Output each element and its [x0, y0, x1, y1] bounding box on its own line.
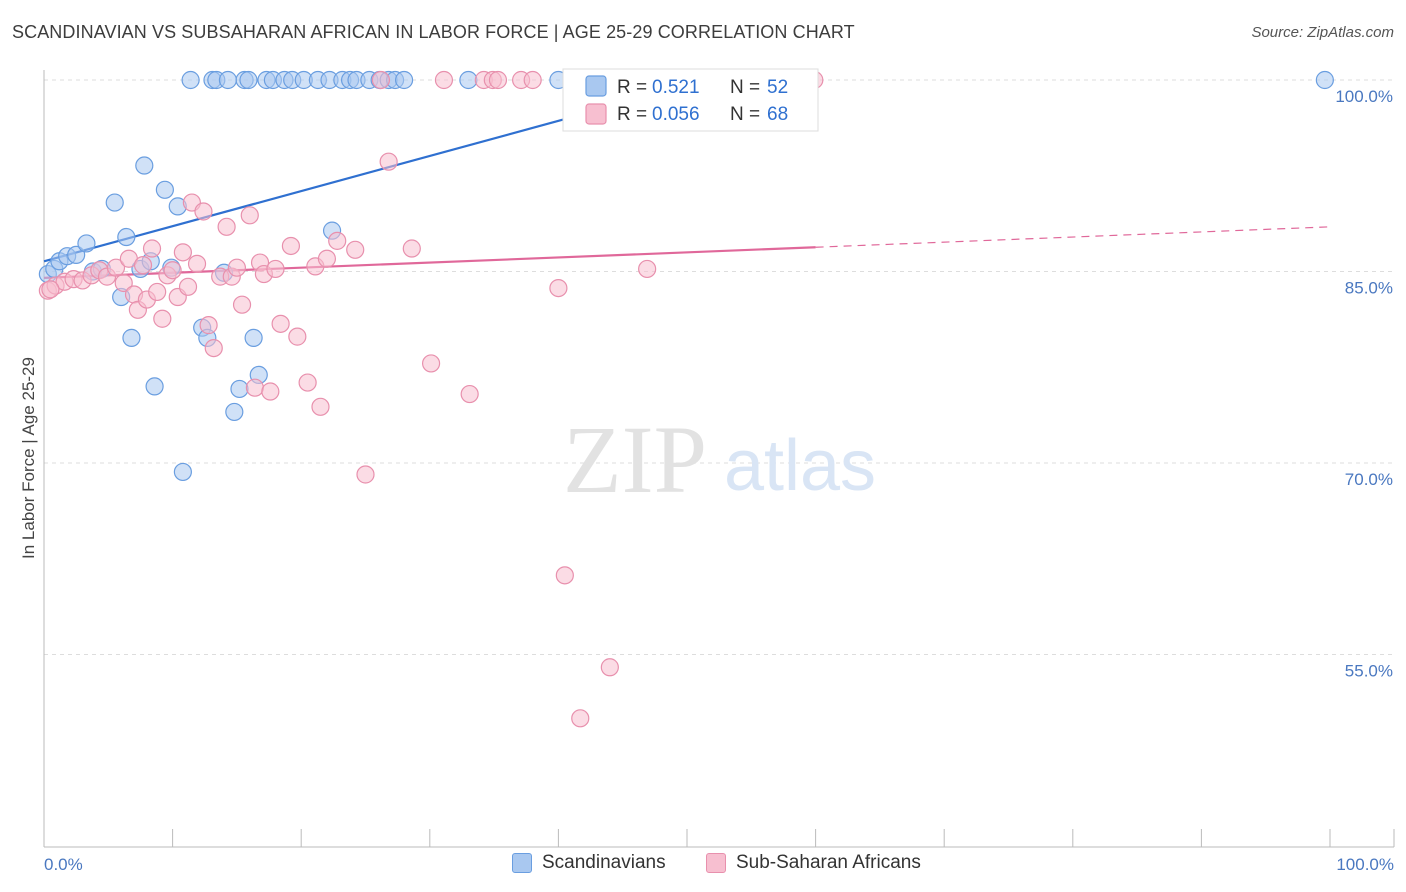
subsaharan-point	[227, 258, 246, 277]
subsaharan-point	[638, 259, 657, 279]
legend-item-scandinavians: Scandinavians	[512, 852, 666, 874]
scandinavian-point	[459, 70, 478, 90]
y-tick-label: 55.0%	[1345, 662, 1393, 681]
scandinavian-point	[1315, 70, 1334, 90]
scandinavian-point	[105, 193, 124, 212]
subsaharan-point	[488, 70, 508, 90]
subsaharan-point	[271, 314, 290, 333]
y-tick-labels: 55.0% 70.0% 85.0% 100.0%	[1335, 87, 1393, 681]
x-tick-label-min: 0.0%	[44, 855, 83, 874]
scandinavian-point	[239, 70, 258, 90]
subsaharan-point	[434, 70, 454, 90]
legend-swatch-subsaharan	[706, 853, 726, 873]
subsaharan-point	[346, 240, 365, 259]
subsaharan-point	[194, 202, 213, 221]
subsaharan-point	[266, 259, 285, 279]
y-tick-label: 100.0%	[1335, 87, 1393, 106]
watermark-zip: ZIP	[563, 406, 707, 513]
legend-swatch-pink	[585, 103, 607, 125]
scandinavian-point	[122, 328, 141, 347]
subsaharan-point	[153, 309, 172, 328]
subsaharan-point	[317, 249, 337, 268]
scandinavian-point	[225, 402, 244, 422]
scandinavian-point	[394, 70, 414, 90]
legend-r-label-1: R =	[617, 77, 647, 98]
subsaharan-point	[204, 339, 223, 358]
scandinavian-point	[145, 377, 164, 396]
subsaharan-point	[356, 465, 375, 484]
scandinavian-point	[67, 245, 86, 265]
subsaharan-point	[178, 277, 198, 296]
legend-item-subsaharan: Sub-Saharan Africans	[706, 852, 921, 874]
subsaharan-point	[217, 217, 236, 236]
subsaharan-point	[187, 254, 207, 273]
series-legend: Scandinavians Sub-Saharan Africans	[0, 852, 1406, 878]
legend-r-label-2: R =	[617, 104, 647, 125]
subsaharan-point	[114, 273, 133, 293]
subsaharan-point	[232, 295, 252, 314]
legend-n-label-1: N =	[730, 77, 760, 98]
x-tick-label-max: 100.0%	[1336, 855, 1394, 874]
subsaharan-point	[163, 261, 182, 280]
subsaharan-point	[298, 373, 317, 392]
subsaharan-point	[245, 378, 265, 397]
scandinavian-point	[218, 70, 237, 90]
chart-title: SCANDINAVIAN VS SUBSAHARAN AFRICAN IN LA…	[12, 22, 855, 42]
subsaharan-point	[173, 243, 192, 262]
scandinavian-point	[155, 180, 174, 199]
subsaharan-point	[311, 397, 330, 416]
y-tick-label: 70.0%	[1345, 470, 1393, 489]
subsaharan-point	[133, 256, 153, 275]
subsaharan-point	[106, 258, 126, 277]
subsaharan-point	[142, 239, 162, 258]
subsaharan-trend-line-extension	[815, 226, 1331, 248]
scandinavian-point	[230, 379, 249, 399]
subsaharan-point	[199, 316, 218, 335]
subsaharan-point	[41, 280, 60, 299]
legend-n-value-1: 52	[767, 77, 788, 98]
subsaharan-point	[240, 206, 259, 225]
subsaharan-point	[148, 282, 167, 302]
legend-r-value-1: 0.521	[652, 77, 700, 98]
legend-n-value-2: 68	[767, 104, 788, 125]
subsaharan-point	[600, 658, 619, 677]
axes	[43, 70, 1394, 848]
scandinavian-point	[117, 227, 136, 247]
legend-label-scandinavians: Scandinavians	[542, 852, 666, 873]
scandinavian-point	[173, 462, 192, 482]
watermark-atlas: atlas	[724, 426, 876, 506]
watermark: ZIP atlas	[563, 406, 876, 513]
subsaharan-point	[379, 152, 398, 171]
correlation-legend: R = 0.521 N = 52 R = 0.056 N = 68	[562, 68, 819, 132]
scandinavian-point	[181, 70, 200, 90]
legend-n-label-2: N =	[730, 104, 760, 125]
y-axis-label: In Labor Force | Age 25-29	[19, 357, 38, 559]
scandinavian-point	[244, 328, 263, 347]
y-tick-label: 85.0%	[1345, 279, 1393, 298]
subsaharan-point	[460, 384, 479, 404]
subsaharan-point	[371, 70, 391, 90]
subsaharan-point	[421, 354, 441, 373]
x-ticks	[43, 829, 1395, 847]
subsaharan-point	[523, 70, 542, 90]
subsaharan-point	[261, 382, 280, 401]
source-label: Source: ZipAtlas.com	[1251, 24, 1394, 41]
legend-swatch-scandinavians	[512, 853, 532, 873]
scandinavian-point	[135, 156, 154, 175]
subsaharan-point	[555, 566, 574, 585]
legend-r-value-2: 0.056	[652, 104, 700, 125]
subsaharan-point	[549, 278, 568, 298]
gridlines	[44, 79, 1394, 655]
data-points	[38, 70, 1334, 728]
subsaharan-point	[402, 239, 421, 258]
subsaharan-point	[288, 327, 307, 346]
subsaharan-point	[571, 709, 590, 728]
subsaharan-point	[281, 236, 301, 256]
legend-swatch-blue	[585, 75, 607, 97]
scandinavian-point	[77, 234, 96, 253]
legend-label-subsaharan: Sub-Saharan Africans	[736, 852, 921, 873]
subsaharan-point	[328, 231, 347, 250]
